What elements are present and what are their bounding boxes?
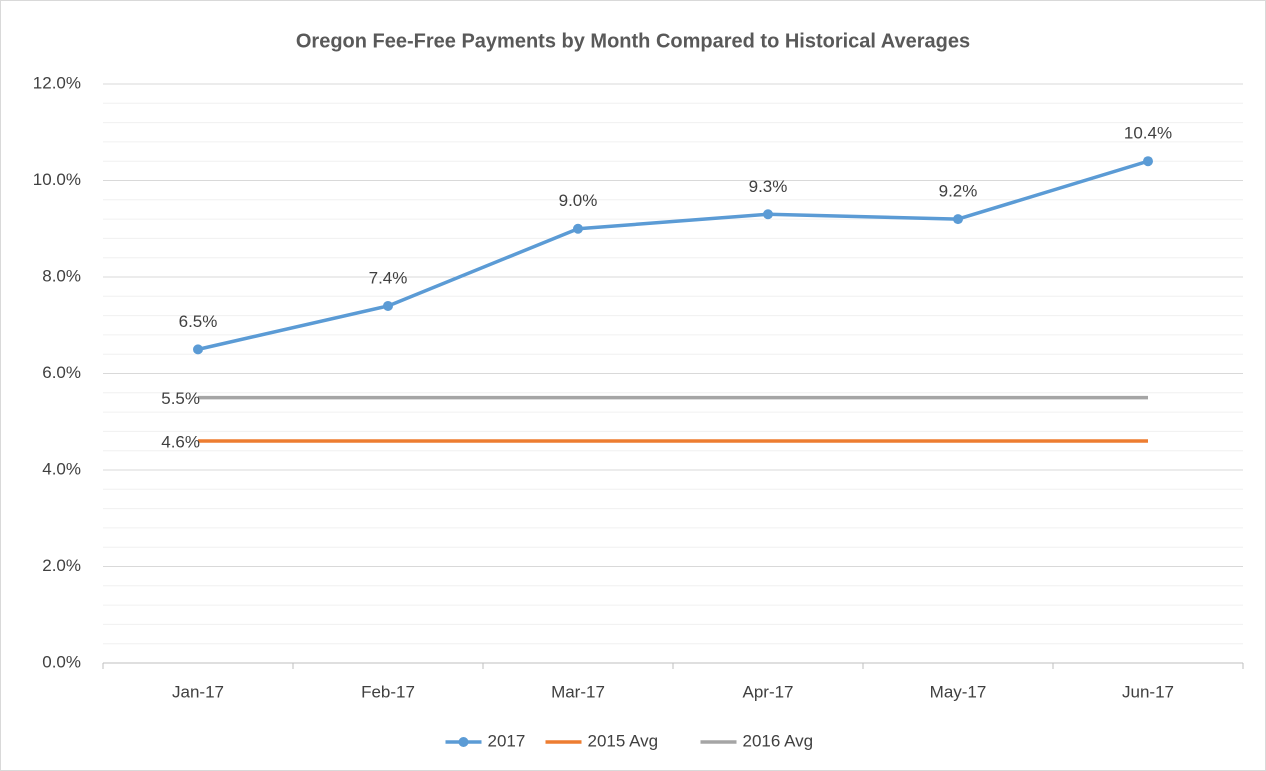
legend-label: 2016 Avg [743,731,814,750]
data-label: 9.3% [749,177,788,196]
point [1143,156,1153,167]
point [193,344,203,355]
data-label: 9.0% [559,191,598,210]
x-tick-label: Feb-17 [361,682,415,701]
point [383,300,393,311]
x-tick-label: Mar-17 [551,682,605,701]
chart-title: Oregon Fee-Free Payments by Month Compar… [296,30,970,52]
data-label: 4.6% [161,433,200,452]
x-tick-label: May-17 [930,682,987,701]
data-label: 10.4% [1124,124,1172,143]
x-tick-label: Jan-17 [172,682,224,701]
series-line [197,159,1149,352]
y-tick-label: 0.0% [42,652,81,671]
data-label: 6.5% [179,312,218,331]
point [953,214,963,225]
y-tick-label: 10.0% [33,170,81,189]
data-label: 9.2% [939,182,978,201]
y-tick-label: 6.0% [42,363,81,382]
y-tick-label: 4.0% [42,459,81,478]
x-tick-label: Jun-17 [1122,682,1174,701]
point [573,223,583,234]
legend-label: 2015 Avg [588,731,659,750]
legend-marker [458,737,469,747]
x-tick-label: Apr-17 [742,682,793,701]
data-label: 5.5% [161,389,200,408]
y-tick-label: 12.0% [33,73,81,92]
y-tick-label: 8.0% [42,266,81,285]
data-label: 7.4% [369,268,408,287]
point [763,209,773,220]
legend-label: 2017 [488,731,526,750]
y-tick-label: 2.0% [42,556,81,575]
